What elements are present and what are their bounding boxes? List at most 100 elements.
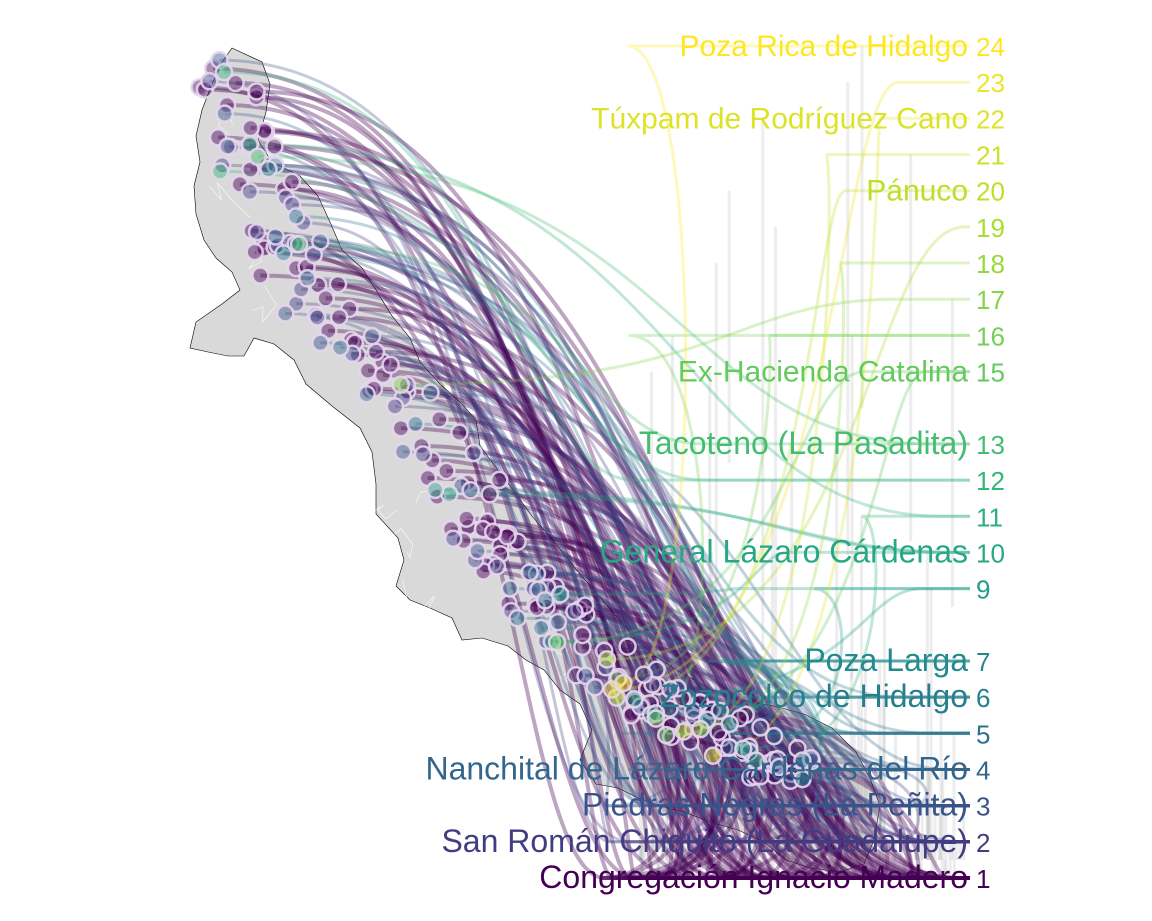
connection-curve — [547, 586, 970, 844]
municipality-border — [768, 695, 776, 705]
place-point — [330, 338, 350, 357]
connection-curve — [500, 544, 970, 880]
place-point — [487, 557, 507, 576]
place-point — [248, 147, 267, 167]
rank-tick-label: 12 — [976, 466, 1005, 496]
connection-curve — [446, 468, 970, 880]
connection-curve — [226, 103, 970, 880]
municipality-border — [707, 757, 732, 771]
connection-curve — [671, 734, 970, 880]
municipality-border — [316, 156, 339, 183]
connection-curve — [482, 527, 970, 880]
place-point — [457, 509, 476, 528]
place-label: General Lázaro Cárdenas — [600, 533, 968, 569]
connection-curve — [209, 79, 970, 844]
connection-curve — [529, 571, 970, 771]
connection-curve — [296, 266, 970, 880]
place-point — [259, 159, 278, 179]
connection-curve — [511, 609, 970, 844]
municipality-border — [619, 713, 639, 753]
connection-curve — [435, 488, 970, 554]
municipality-border — [227, 681, 247, 726]
place-point — [329, 307, 349, 327]
connection-curve — [677, 686, 970, 808]
municipality-border — [559, 652, 596, 689]
connection-curve — [250, 167, 970, 880]
connection-curve — [265, 130, 970, 880]
connection-curve — [283, 251, 970, 699]
place-label: Ex-Hacienda Catalina — [678, 356, 968, 389]
rank-tick-label: 22 — [976, 104, 1005, 134]
connection-curve — [500, 552, 970, 880]
connection-curve — [507, 534, 970, 880]
place-point — [298, 269, 317, 288]
connection-curve — [227, 145, 970, 808]
rank-tick-label: 9 — [976, 575, 990, 605]
place-point — [531, 618, 551, 638]
connection-curve — [575, 673, 970, 880]
connection-curve — [536, 572, 970, 808]
place-point — [423, 451, 442, 470]
connection-curve — [729, 745, 970, 771]
place-point — [697, 710, 717, 729]
connection-curve — [298, 242, 970, 446]
municipality-border — [616, 304, 667, 326]
connection-curve — [285, 196, 970, 844]
place-point — [751, 718, 770, 737]
connection-curve — [263, 238, 970, 880]
connection-curve — [617, 333, 970, 681]
municipality-border — [547, 775, 570, 805]
connection-curve — [218, 135, 970, 880]
connection-curve — [239, 182, 970, 880]
connection-curve — [222, 163, 970, 844]
place-point — [473, 519, 493, 539]
connection-curve — [650, 695, 970, 717]
rank-tick-label: 3 — [976, 792, 990, 822]
place-label: Tacoteno (La Pasadita) — [639, 425, 968, 461]
connection-curves — [199, 44, 970, 880]
place-point — [764, 726, 784, 746]
connection-curve — [266, 163, 970, 880]
connection-curve — [742, 750, 970, 880]
connection-curve — [256, 230, 970, 844]
place-point — [547, 633, 567, 652]
connection-curve — [394, 404, 970, 844]
connection-curve — [437, 494, 970, 880]
municipality-border — [321, 526, 348, 547]
rank-tick-label: 4 — [976, 755, 990, 785]
municipality-border — [676, 194, 716, 217]
place-point — [683, 701, 703, 720]
connection-curve — [366, 392, 970, 771]
place-point — [247, 87, 266, 107]
connection-curve — [274, 245, 970, 844]
connection-curve — [700, 261, 970, 731]
place-point — [646, 709, 666, 728]
place-point — [793, 769, 812, 789]
place-point — [421, 383, 440, 402]
place-point — [385, 397, 405, 416]
connection-curve — [627, 644, 970, 880]
municipality-border — [208, 182, 251, 219]
connection-curve — [257, 155, 970, 446]
place-point — [746, 751, 766, 770]
connection-curve — [421, 444, 970, 880]
connection-curve — [760, 774, 970, 880]
place-point — [490, 470, 509, 490]
rank-tick-label: 19 — [976, 213, 1005, 243]
municipality-border — [332, 600, 360, 613]
place-point — [286, 207, 306, 226]
connection-curve — [260, 273, 970, 880]
place-point — [520, 563, 539, 582]
connection-curve — [275, 163, 970, 735]
connection-curve — [647, 686, 970, 880]
connection-curve — [760, 725, 970, 844]
connection-curve — [320, 239, 970, 808]
rank-tick-label: 23 — [976, 68, 1005, 98]
place-point — [691, 719, 710, 739]
connection-curve — [320, 341, 970, 808]
place-point — [308, 308, 327, 327]
place-point — [328, 274, 348, 294]
rank-bars — [638, 46, 966, 878]
municipality-border — [385, 323, 408, 336]
rank-tick-label: 24 — [976, 32, 1005, 62]
